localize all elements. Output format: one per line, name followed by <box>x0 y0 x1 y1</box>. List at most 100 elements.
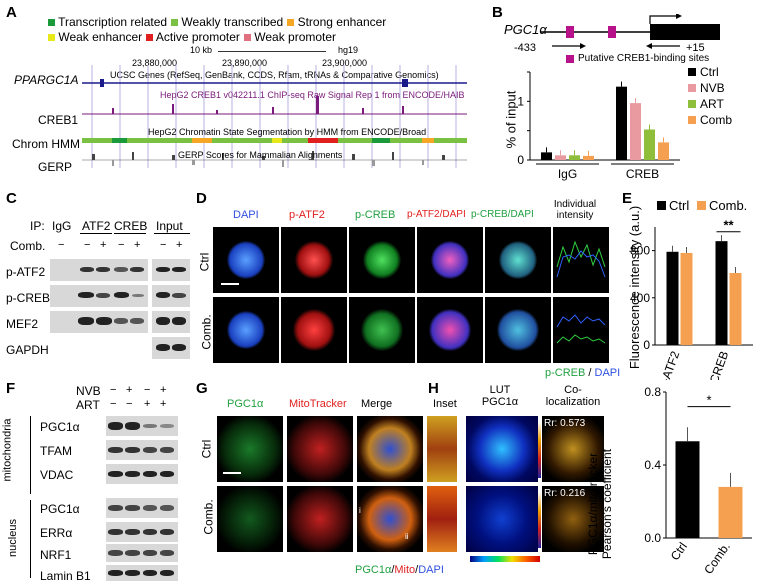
f-blot-erra <box>106 522 178 542</box>
d-ctrl-patf2 <box>281 227 347 293</box>
d-col-intensity: Individual intensity <box>553 199 597 221</box>
b-bar <box>583 155 594 160</box>
e-x-tick-label: p-ATF2 <box>656 349 683 380</box>
d-ctrl-pcreb-dapi <box>485 227 551 293</box>
b-legend-swatch <box>688 116 696 124</box>
chart-e-ylabel: Fluorescence intensity (a.u.) <box>627 205 643 370</box>
e-bar <box>680 252 693 345</box>
b-bar <box>630 103 641 160</box>
hmm-row-label: Chrom HMM <box>12 137 80 151</box>
panel-label-e: E <box>622 190 633 207</box>
b-bar <box>616 86 627 160</box>
h-ctrl-lut <box>466 416 538 482</box>
panel-a: Transcription related Weakly transcribed… <box>0 0 480 185</box>
g-col-pgc1a: PGC1α <box>227 398 264 410</box>
panel-label-f: F <box>6 380 16 397</box>
d-comb-pcreb-dapi <box>485 297 551 363</box>
panel-c: IP: IgG ATF2 CREB Input Comb. − − + − + … <box>0 195 195 365</box>
f-blot-pgc1a-mito <box>106 416 178 436</box>
panel-d: DAPI p-ATF2 p-CREB p-ATF2/DAPI p-CREB/DA… <box>195 195 620 380</box>
f-sign: + <box>144 398 151 410</box>
f-sign: + <box>126 384 133 396</box>
chart-b-ylabel: % of input <box>503 90 519 149</box>
panel-label-d: D <box>196 190 207 207</box>
h-lut-colorbar <box>470 556 540 562</box>
blot-patf2-input <box>152 259 190 281</box>
g-ctrl-merge <box>357 416 423 482</box>
blot-mef2-input <box>152 311 190 333</box>
blot-patf2 <box>50 259 148 281</box>
panel-label-a: A <box>6 4 17 21</box>
comb-sign: − <box>84 239 91 251</box>
f-sign: + <box>160 398 167 410</box>
f-row-nrf1: NRF1 <box>40 548 72 562</box>
b-legend-label: ART <box>700 97 724 111</box>
g-ctrl-inset <box>427 416 457 482</box>
panel-g: PGC1α MitoTracker Merge Inset Ctrl Comb.… <box>195 380 457 582</box>
d-comb-patf2 <box>281 297 347 363</box>
panel-label-h: H <box>428 380 439 397</box>
b-legend-swatch <box>688 68 696 76</box>
blot-pcreb <box>50 285 148 307</box>
blot-label-mef2: MEF2 <box>6 317 39 331</box>
comb-sign: + <box>134 239 141 251</box>
d-col-dapi: DAPI <box>233 209 259 221</box>
panel-h: LUT PGC1α Co-localization Rr: 0.573 Rr: … <box>430 380 759 582</box>
panel-f: NVB − + − + ART − − + + mitochondria nuc… <box>0 380 195 583</box>
e-legend-swatch <box>697 201 706 210</box>
scale-bar <box>218 51 326 52</box>
left-primer-pos: -433 <box>514 42 537 54</box>
h-y-tick-label: 0.8 <box>644 385 661 399</box>
h-rr-comb: Rr: 0.216 <box>544 488 586 499</box>
d-col-pcreb-dapi: p-CREB/DAPI <box>471 209 534 220</box>
coord-3: 23,900,000 <box>322 58 368 68</box>
f-row-pgc1a-nuc: PGC1α <box>40 502 80 516</box>
g-bottom-label: PGC1α/Mito/DAPI <box>355 564 444 576</box>
h-y-tick-label: 0.0 <box>644 531 661 545</box>
ip-igg: IgG <box>52 219 72 233</box>
e-y-tick-label: 0 <box>643 338 650 352</box>
d-col-patf2: p-ATF2 <box>289 209 325 221</box>
promoter-schematic <box>540 14 720 49</box>
panel-label-c: C <box>6 190 17 207</box>
comb-sign: − <box>58 239 65 251</box>
d-bottom-label: p-CREB / DAPI <box>545 367 621 379</box>
gene-label: PPARGC1A <box>14 73 79 87</box>
f-mito-section: mitochondria <box>1 418 14 482</box>
d-ctrl-patf2-dapi <box>417 227 483 293</box>
h-y-tick-label: 0.4 <box>644 458 661 472</box>
f-blot-vdac <box>106 464 178 484</box>
panel-label-b: B <box>492 4 503 21</box>
g-row-ctrl: Ctrl <box>199 439 214 459</box>
f-row-laminb1: Lamin B1 <box>40 569 91 583</box>
f-sign: − <box>126 398 133 410</box>
g-ctrl-mito <box>287 416 353 482</box>
b-bar <box>555 155 566 160</box>
blot-pcreb-input <box>152 285 190 307</box>
panel-e: 0 400 800 p-ATF2 p-CREB ** Ctrl Comb. Fluoresce… <box>615 195 759 380</box>
d-comb-intensity-plot <box>553 297 609 363</box>
d-comb-patf2-dapi <box>417 297 483 363</box>
g-ctrl-pgc1a <box>217 416 283 482</box>
b-legend-swatch <box>688 100 696 108</box>
h-bar <box>718 486 743 538</box>
comb-label: Comb. <box>10 239 46 253</box>
d-col-pcreb: p-CREB <box>355 209 396 221</box>
legend-row-1: Transcription related Weakly transcribed… <box>48 15 386 29</box>
h-x-tick-label: Ctrl <box>668 540 690 563</box>
b-legend-swatch <box>688 84 696 92</box>
d-ctrl-pcreb <box>349 227 415 293</box>
d-row-comb: Comb. <box>199 314 214 350</box>
panel-b: PGC1α -433 +15 Putative CREB1-binding si… <box>490 0 759 185</box>
chart-b: 0 1 IgG CREB Ctrl NVB ART Comb <box>517 65 732 181</box>
h-sig-label: * <box>706 393 711 408</box>
genome-tracks <box>82 65 467 168</box>
b-bar <box>569 155 580 160</box>
comb-sign: + <box>100 239 107 251</box>
hmm-track-label: HepG2 Chromatin State Segmentation by HM… <box>148 127 427 137</box>
ip-atf2: ATF2 <box>82 219 111 233</box>
f-sign: − <box>144 384 151 396</box>
gerp-row-label: GERP <box>38 160 73 174</box>
f-nvb-label: NVB <box>76 384 101 398</box>
legend-item: Weak enhancer <box>48 30 142 44</box>
